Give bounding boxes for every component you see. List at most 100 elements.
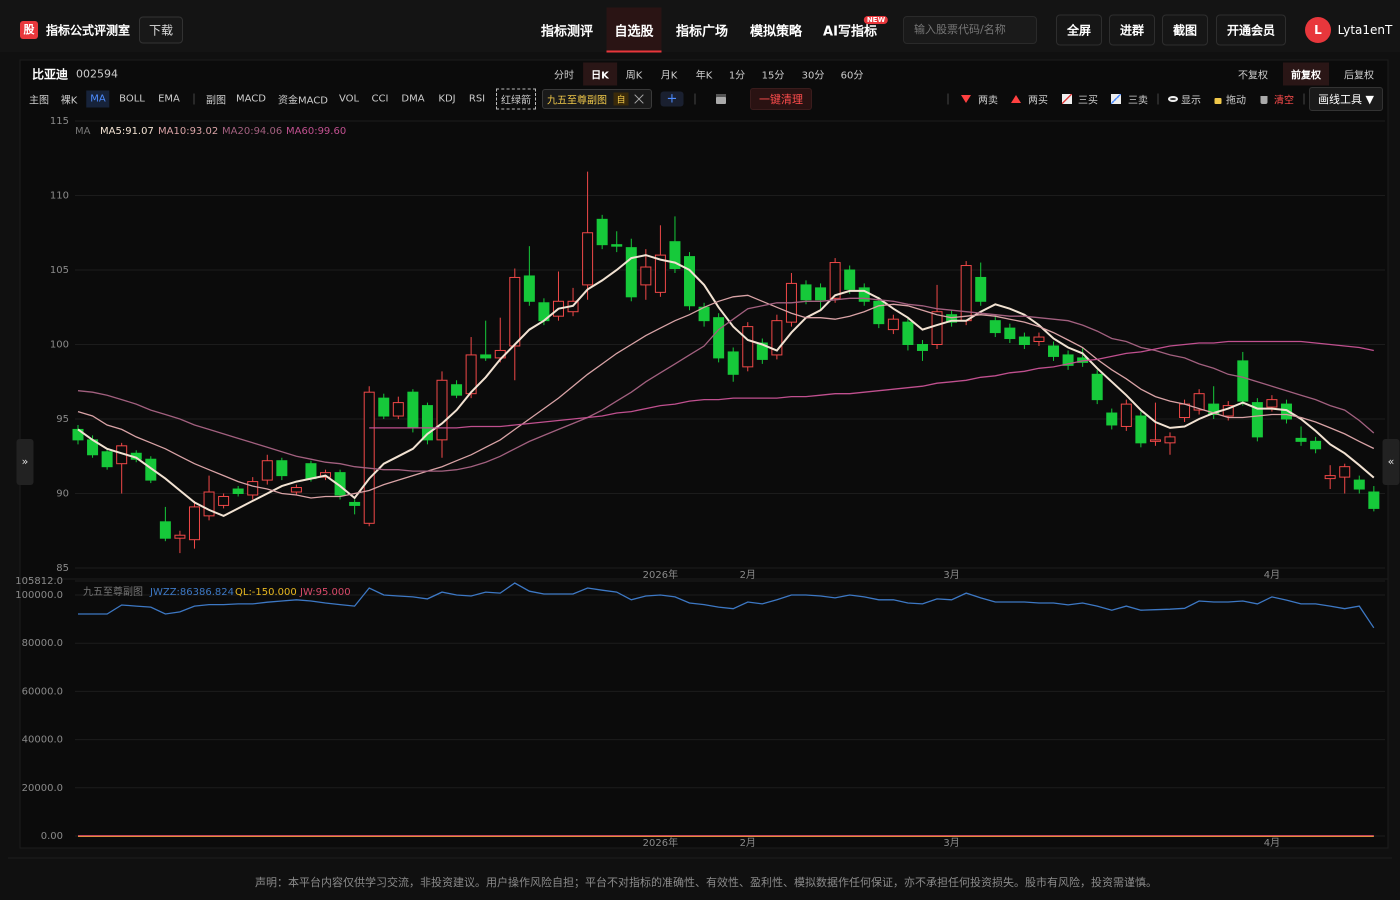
avatar[interactable]: L (1305, 17, 1331, 43)
signal-toggle[interactable]: 两买 (1028, 95, 1048, 107)
buy-icon (1011, 95, 1021, 103)
candle-body (145, 458, 157, 481)
candle-body (756, 342, 768, 360)
candle-body (1237, 360, 1249, 402)
sub-indicator[interactable]: CCI (371, 93, 389, 105)
period-tab[interactable]: 1分 (728, 70, 746, 82)
main-indicator[interactable]: MA (86, 90, 110, 108)
y-tick-label: 90 (56, 489, 69, 500)
sub-indicator[interactable]: MACD (236, 93, 266, 105)
nav-item[interactable]: 自选股 (606, 7, 662, 53)
candle-body (203, 491, 215, 517)
adjust-tab[interactable]: 前复权 (1283, 62, 1329, 86)
download-button[interactable]: 下载 (138, 16, 184, 44)
separator (193, 93, 195, 105)
x-tick-label: 2026年 (643, 568, 678, 581)
nav-item[interactable]: AI写指标 (823, 24, 877, 40)
candle-body (1208, 403, 1220, 416)
line-icon (1111, 94, 1121, 104)
separator (1303, 93, 1305, 105)
candle-body (1033, 336, 1045, 343)
separator (694, 93, 696, 105)
stock-name: 比亚迪 (31, 67, 69, 82)
main-indicator[interactable]: BOLL (119, 93, 145, 105)
ma-line (369, 340, 1374, 429)
side-toggle[interactable]: » (16, 439, 34, 485)
nav-item[interactable]: 指标广场 (675, 24, 729, 40)
sub-indicator[interactable]: RSI (468, 93, 486, 105)
y-tick-label: 100 (50, 340, 69, 351)
period-tab[interactable]: 30分 (801, 70, 825, 82)
candle-body (1339, 466, 1351, 478)
adjust-tab[interactable]: 后复权 (1344, 70, 1374, 82)
x-tick-label: 3月 (943, 837, 959, 849)
period-tab[interactable]: 周K (625, 70, 643, 82)
candle-body (815, 287, 827, 301)
candle-body (378, 397, 390, 417)
period-tab[interactable]: 60分 (840, 70, 864, 82)
period-tab[interactable]: 年K (695, 70, 713, 82)
candle-body (902, 321, 914, 345)
close-icon[interactable] (634, 94, 644, 104)
side-toggle[interactable]: « (1382, 439, 1400, 485)
signal-toggle[interactable]: 两卖 (978, 95, 998, 107)
candle-body (1091, 373, 1103, 401)
sub-indicator[interactable]: VOL (338, 93, 360, 105)
signal-toggle[interactable]: 三买 (1078, 95, 1098, 107)
candle-body (407, 391, 419, 429)
nav-item[interactable]: 指标测评 (540, 24, 594, 40)
header-button[interactable]: 截图 (1161, 14, 1209, 46)
header-button[interactable]: 进群 (1108, 14, 1156, 46)
sub-indicator[interactable]: 红绿箭 (496, 88, 536, 110)
clear-all[interactable]: 清空 (1274, 95, 1294, 107)
draw-tools[interactable]: 画线工具 ▼ (1309, 87, 1383, 111)
custom-indicator[interactable]: 九五至尊副图 (547, 95, 607, 107)
sub-indicator[interactable]: 资金MACD (278, 95, 328, 107)
y-tick-label: 0.00 (41, 831, 63, 842)
candle-body (1164, 436, 1176, 444)
period-tab[interactable]: 15分 (761, 70, 785, 82)
lock-icon (1214, 98, 1222, 104)
clear-button[interactable]: 一键清理 (750, 88, 812, 110)
line-icon (1062, 94, 1072, 104)
drag-toggle[interactable]: 拖动 (1226, 95, 1246, 107)
candle-body (421, 405, 433, 441)
period-tab[interactable]: 日K (583, 62, 617, 86)
legend-entry: MA20:94.06 (222, 126, 282, 137)
search-box[interactable]: 输入股票代码/名称 (903, 16, 1037, 44)
separator (1157, 93, 1159, 105)
period-tab[interactable]: 分时 (554, 70, 574, 82)
save-icon[interactable] (716, 94, 726, 104)
trash-icon (1260, 96, 1268, 104)
sub-indicator[interactable]: KDJ (438, 93, 456, 105)
x-tick-label: 2月 (740, 837, 756, 849)
legend-title: MA (75, 126, 91, 137)
candle-body (873, 300, 885, 325)
nav-item[interactable]: 模拟策略 (749, 24, 803, 40)
header-button[interactable]: 全屏 (1055, 14, 1103, 46)
candle-body (989, 320, 1001, 334)
sub-indicator[interactable]: DMA (401, 93, 425, 105)
candle-body (363, 391, 375, 524)
signal-toggle[interactable]: 三卖 (1128, 95, 1148, 107)
main-indicator[interactable]: EMA (158, 93, 180, 105)
candle-body (771, 320, 783, 356)
period-tab[interactable]: 月K (660, 70, 678, 82)
adjust-tab[interactable]: 不复权 (1238, 70, 1268, 82)
header-button[interactable]: 开通会员 (1215, 14, 1287, 46)
candle-body (582, 232, 594, 286)
x-tick-label: 2月 (740, 569, 756, 581)
add-button[interactable]: + (660, 91, 684, 107)
candle-body (1048, 345, 1060, 357)
separator (947, 93, 949, 105)
ma-line (77, 294, 1375, 499)
y-tick-label: 80000.0 (22, 638, 63, 649)
candle-body (654, 254, 666, 293)
candle-body (887, 318, 899, 331)
legend-entry: MA5:91.07 (100, 126, 154, 137)
show-toggle[interactable]: 显示 (1181, 95, 1201, 107)
main-indicator[interactable]: 裸K (60, 95, 78, 107)
